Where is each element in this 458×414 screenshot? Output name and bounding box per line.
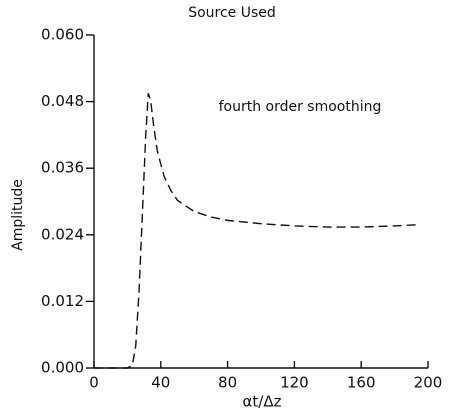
x-tick-label: 120 (280, 374, 309, 392)
x-tick-label: 0 (89, 374, 99, 392)
y-tick-label: 0.048 (41, 92, 84, 110)
x-tick-label: 80 (218, 374, 237, 392)
chart-title: Source Used (188, 5, 276, 21)
y-tick-label: 0.024 (41, 225, 84, 243)
x-tick-label: 160 (347, 374, 376, 392)
x-axis-label: αt/Δz (243, 393, 282, 411)
annotation: fourth order smoothing (219, 99, 382, 115)
line (94, 93, 417, 369)
y-tick-label: 0.000 (41, 359, 84, 377)
y-tick-label: 0.036 (41, 159, 84, 177)
x-tick-label: 200 (414, 374, 443, 392)
y-tick-label: 0.012 (41, 292, 84, 310)
y-axis-label: Amplitude (10, 179, 26, 251)
y-tick-label: 0.060 (41, 26, 84, 44)
x-tick-label: 40 (151, 374, 170, 392)
